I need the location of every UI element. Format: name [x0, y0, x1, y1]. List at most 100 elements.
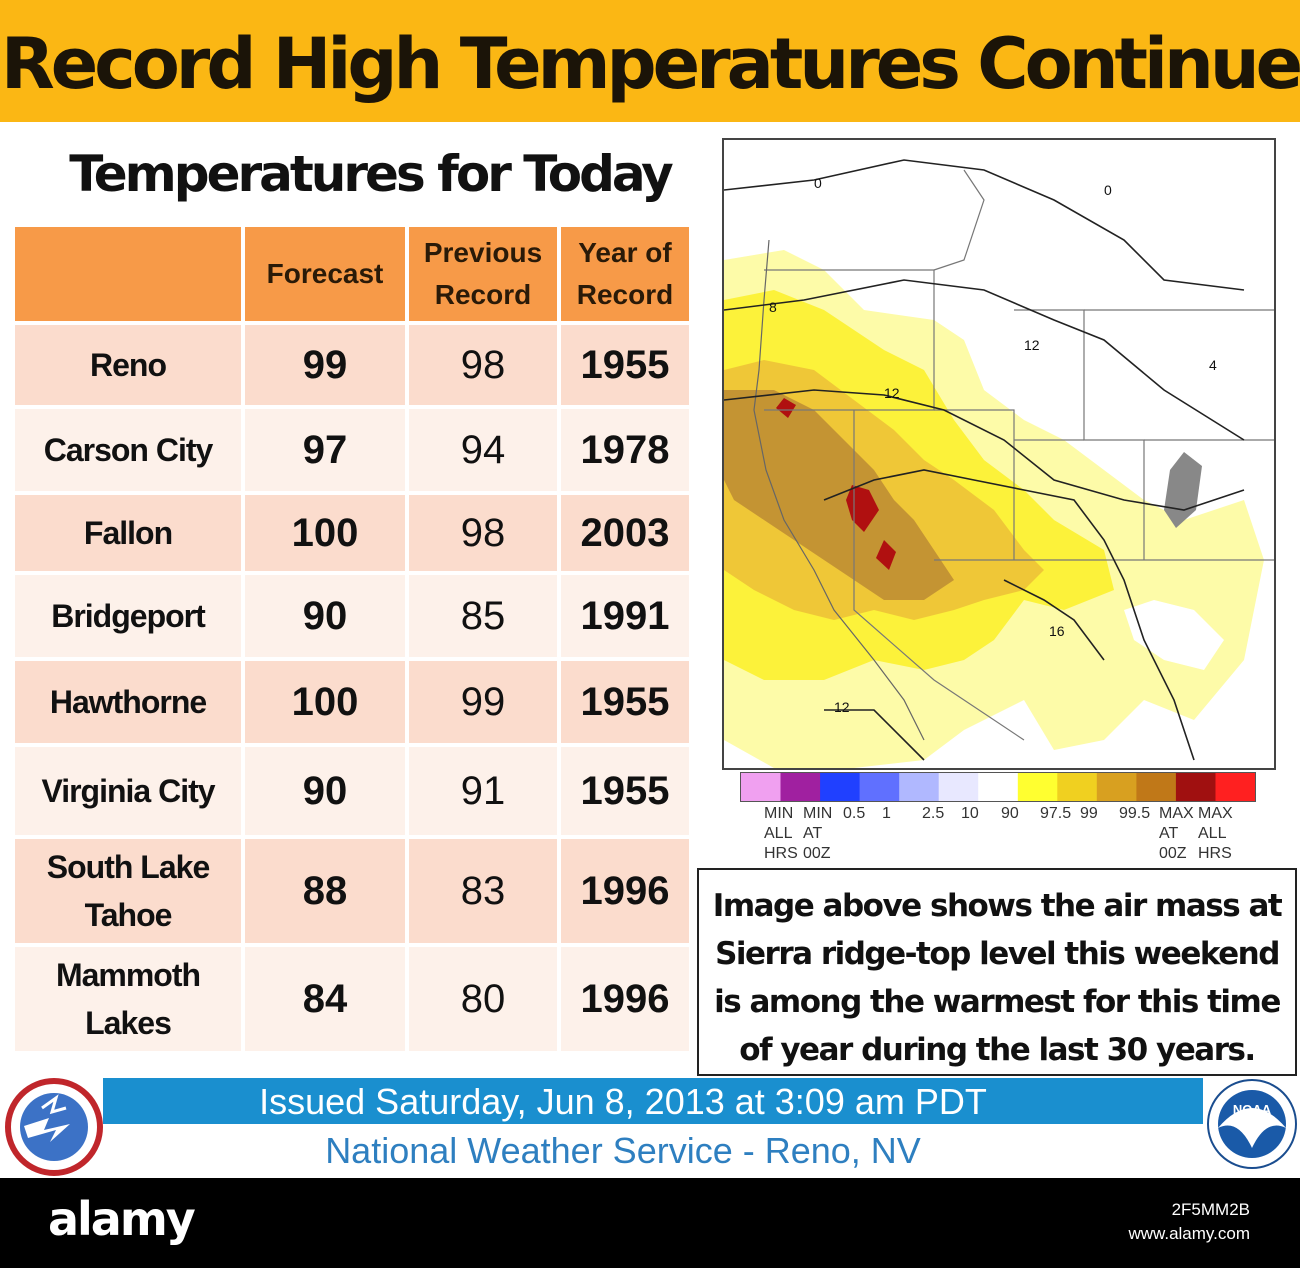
previous-record-cell: 83: [409, 839, 557, 943]
issued-text: Issued Saturday, Jun 8, 2013 at 3:09 am …: [259, 1081, 987, 1122]
stock-site: www.alamy.com: [1128, 1224, 1250, 1243]
forecast-cell: 90: [245, 575, 405, 657]
color-swatch: [820, 773, 861, 801]
scale-label: 90: [1001, 805, 1019, 822]
alamy-logo: alamy: [48, 1192, 196, 1246]
nws-logo-icon: [5, 1078, 103, 1176]
table-row: Carson City 97 94 1978: [15, 409, 689, 491]
watermark-strip: [0, 1178, 1300, 1268]
table-row: Virginia City 90 91 1955: [15, 747, 689, 835]
color-swatch: [859, 773, 900, 801]
year-of-record-cell: 1996: [561, 839, 689, 943]
city-cell: Carson City: [15, 409, 241, 491]
air-mass-map: 0 0 8 12 12 4 16 12: [722, 138, 1276, 770]
city-cell: Hawthorne: [15, 661, 241, 743]
svg-text:16: 16: [1049, 623, 1065, 639]
previous-record-cell: 85: [409, 575, 557, 657]
city-cell: South Lake Tahoe: [15, 839, 241, 943]
svg-text:0: 0: [1104, 182, 1112, 198]
svg-text:12: 12: [1024, 337, 1040, 353]
table-row: South Lake Tahoe 88 83 1996: [15, 839, 689, 943]
forecast-cell: 88: [245, 839, 405, 943]
color-swatch: [1096, 773, 1137, 801]
scale-label: 97.5: [1040, 805, 1072, 822]
year-of-record-cell: 1955: [561, 747, 689, 835]
year-of-record-cell: 1978: [561, 409, 689, 491]
caption-box: Image above shows the air mass at Sierra…: [697, 868, 1297, 1076]
year-of-record-cell: 2003: [561, 495, 689, 571]
issued-bar: [103, 1078, 1203, 1124]
anomaly-color-scale: [740, 772, 1256, 802]
color-swatch: [978, 773, 1019, 801]
table-row: Bridgeport 90 85 1991: [15, 575, 689, 657]
svg-text:4: 4: [1209, 357, 1217, 373]
year-of-record-cell: 1955: [561, 661, 689, 743]
city-cell: Bridgeport: [15, 575, 241, 657]
previous-record-cell: 99: [409, 661, 557, 743]
header-previous-record: Previous Record: [409, 227, 557, 321]
city-cell: Fallon: [15, 495, 241, 571]
forecast-cell: 84: [245, 947, 405, 1051]
scale-label: MAX ALL HRS: [1198, 805, 1233, 862]
previous-record-cell: 98: [409, 495, 557, 571]
title-banner: [0, 0, 1300, 122]
svg-text:8: 8: [769, 299, 777, 315]
year-of-record-cell: 1996: [561, 947, 689, 1051]
color-swatch: [1175, 773, 1216, 801]
forecast-cell: 97: [245, 409, 405, 491]
svg-text:12: 12: [834, 699, 850, 715]
temperature-table: Forecast Previous Record Year of Record …: [11, 223, 693, 1055]
scale-label: 2.5: [922, 805, 945, 822]
table-row: Fallon 100 98 2003: [15, 495, 689, 571]
page-title: Record High Temperatures Continue: [0, 23, 1300, 105]
scale-label: 99.5: [1119, 805, 1151, 822]
table-row: Hawthorne 100 99 1955: [15, 661, 689, 743]
table-header-row: Forecast Previous Record Year of Record: [15, 227, 689, 321]
map-graphic: 0 0 8 12 12 4 16 12: [724, 159, 1274, 768]
image-id: 2F5MM2B: [1171, 1200, 1250, 1219]
city-cell: Mammoth Lakes: [15, 947, 241, 1051]
color-swatch: [1057, 773, 1098, 801]
contour-labels: 0 0 8 12 12 4 16 12: [769, 175, 1217, 715]
color-swatch: [1136, 773, 1177, 801]
scale-label: 99: [1080, 805, 1098, 822]
svg-text:NOAA: NOAA: [1233, 1102, 1272, 1117]
caption-text: Image above shows the air mass at Sierra…: [712, 888, 1283, 1068]
forecast-cell: 100: [245, 661, 405, 743]
header-city: [15, 227, 241, 321]
office-name: National Weather Service - Reno, NV: [325, 1130, 921, 1171]
stock-image-id: 2F5MM2B www.alamy.com: [1128, 1198, 1250, 1246]
table-title: Temperatures for Today: [69, 145, 673, 203]
color-swatch: [1215, 773, 1256, 801]
forecast-cell: 90: [245, 747, 405, 835]
scale-label: MIN AT 00Z: [803, 805, 833, 862]
previous-record-cell: 94: [409, 409, 557, 491]
scale-label: 0.5: [843, 805, 866, 822]
color-swatch: [780, 773, 821, 801]
header-year-of-record: Year of Record: [561, 227, 689, 321]
previous-record-cell: 98: [409, 325, 557, 405]
header-forecast: Forecast: [245, 227, 405, 321]
color-swatch: [741, 773, 781, 801]
scale-label: MIN ALL HRS: [764, 805, 798, 862]
scale-label: 1: [882, 805, 891, 822]
color-swatch: [1017, 773, 1058, 801]
scale-label: MAX AT 00Z: [1159, 805, 1194, 862]
svg-text:12: 12: [884, 385, 900, 401]
previous-record-cell: 91: [409, 747, 557, 835]
table-row: Mammoth Lakes 84 80 1996: [15, 947, 689, 1051]
forecast-cell: 99: [245, 325, 405, 405]
city-cell: Reno: [15, 325, 241, 405]
year-of-record-cell: 1991: [561, 575, 689, 657]
svg-text:0: 0: [814, 175, 822, 191]
color-scale-swatches: [741, 773, 1256, 801]
forecast-cell: 100: [245, 495, 405, 571]
table-row: Reno 99 98 1955: [15, 325, 689, 405]
year-of-record-cell: 1955: [561, 325, 689, 405]
noaa-logo-icon: NOAA: [1207, 1079, 1297, 1169]
color-swatch: [938, 773, 979, 801]
city-cell: Virginia City: [15, 747, 241, 835]
previous-record-cell: 80: [409, 947, 557, 1051]
scale-label: 10: [961, 805, 979, 822]
color-swatch: [899, 773, 940, 801]
